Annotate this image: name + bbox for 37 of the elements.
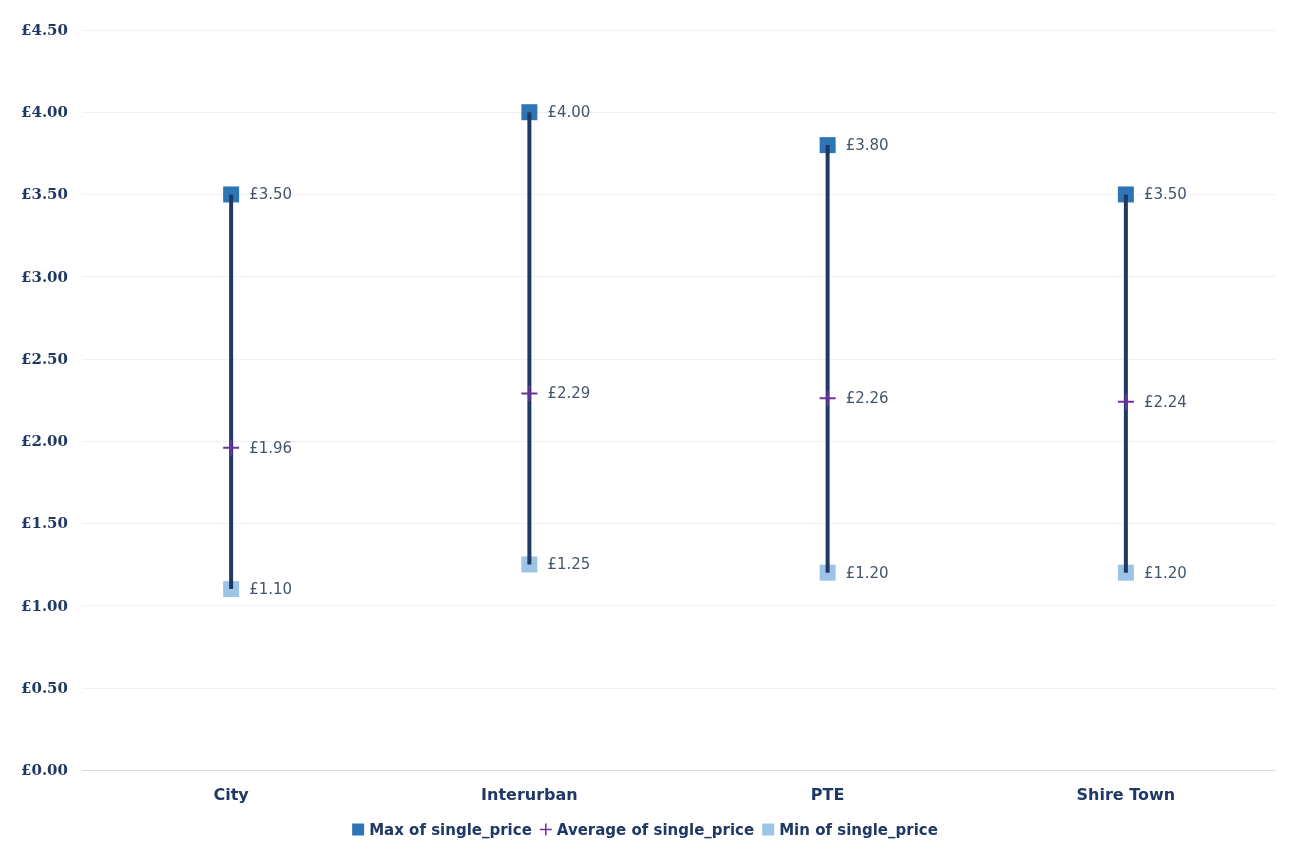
bar bbox=[229, 194, 234, 590]
data-label: £2.29 bbox=[547, 384, 591, 403]
y-tick-label: £2.50 bbox=[21, 349, 68, 368]
y-tick-label: £3.50 bbox=[21, 185, 68, 204]
x-tick-label: PTE bbox=[810, 784, 845, 804]
y-tick-label: £1.50 bbox=[21, 514, 68, 533]
point bbox=[1117, 393, 1134, 410]
data-label: £1.96 bbox=[249, 438, 293, 457]
y-tick-label: £1.00 bbox=[21, 596, 68, 615]
y-tick-label: £2.00 bbox=[21, 432, 68, 451]
data-label: £3.50 bbox=[1143, 185, 1187, 204]
data-label: £3.80 bbox=[845, 136, 889, 155]
legend-label: Min of single_price bbox=[779, 820, 938, 839]
bar bbox=[825, 145, 830, 573]
point bbox=[521, 385, 538, 402]
data-label: £2.24 bbox=[1143, 392, 1187, 411]
legend-label: Max of single_price bbox=[369, 820, 532, 839]
data-label: £3.50 bbox=[249, 185, 293, 204]
data-label: £1.20 bbox=[845, 563, 889, 582]
data-label: £2.26 bbox=[845, 389, 889, 408]
y-tick-label: £4.50 bbox=[21, 21, 68, 39]
data-label: £4.00 bbox=[547, 103, 591, 122]
y-tick-label: £0.50 bbox=[21, 678, 68, 697]
y-tick-label: £0.00 bbox=[21, 761, 68, 779]
x-tick-label: Interurban bbox=[481, 784, 578, 804]
point bbox=[819, 390, 836, 407]
bar bbox=[527, 112, 532, 565]
data-label: £1.10 bbox=[249, 580, 293, 599]
y-tick-label: £4.00 bbox=[21, 103, 68, 122]
bar bbox=[1123, 194, 1128, 573]
point bbox=[223, 439, 240, 456]
y-tick-label: £3.00 bbox=[21, 267, 68, 286]
x-tick-label: City bbox=[213, 784, 250, 804]
data-label: £1.25 bbox=[547, 555, 591, 574]
x-tick-label: Shire Town bbox=[1076, 784, 1176, 804]
data-label: £1.20 bbox=[1143, 563, 1187, 582]
legend-label: Average of single_price bbox=[556, 820, 755, 839]
